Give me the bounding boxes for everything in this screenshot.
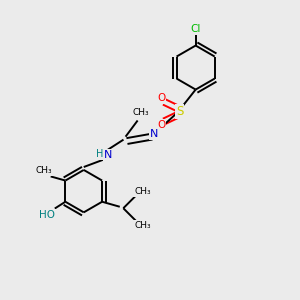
Text: Cl: Cl	[190, 24, 201, 34]
Text: O: O	[157, 120, 165, 130]
Text: CH₃: CH₃	[36, 166, 52, 175]
Text: N: N	[150, 129, 159, 139]
Text: CH₃: CH₃	[134, 220, 151, 230]
Text: CH₃: CH₃	[132, 108, 149, 117]
Text: HO: HO	[39, 210, 55, 220]
Text: O: O	[157, 93, 165, 103]
Text: CH₃: CH₃	[134, 187, 151, 196]
Text: H: H	[96, 149, 103, 159]
Text: S: S	[176, 105, 183, 118]
Text: N: N	[104, 150, 112, 160]
